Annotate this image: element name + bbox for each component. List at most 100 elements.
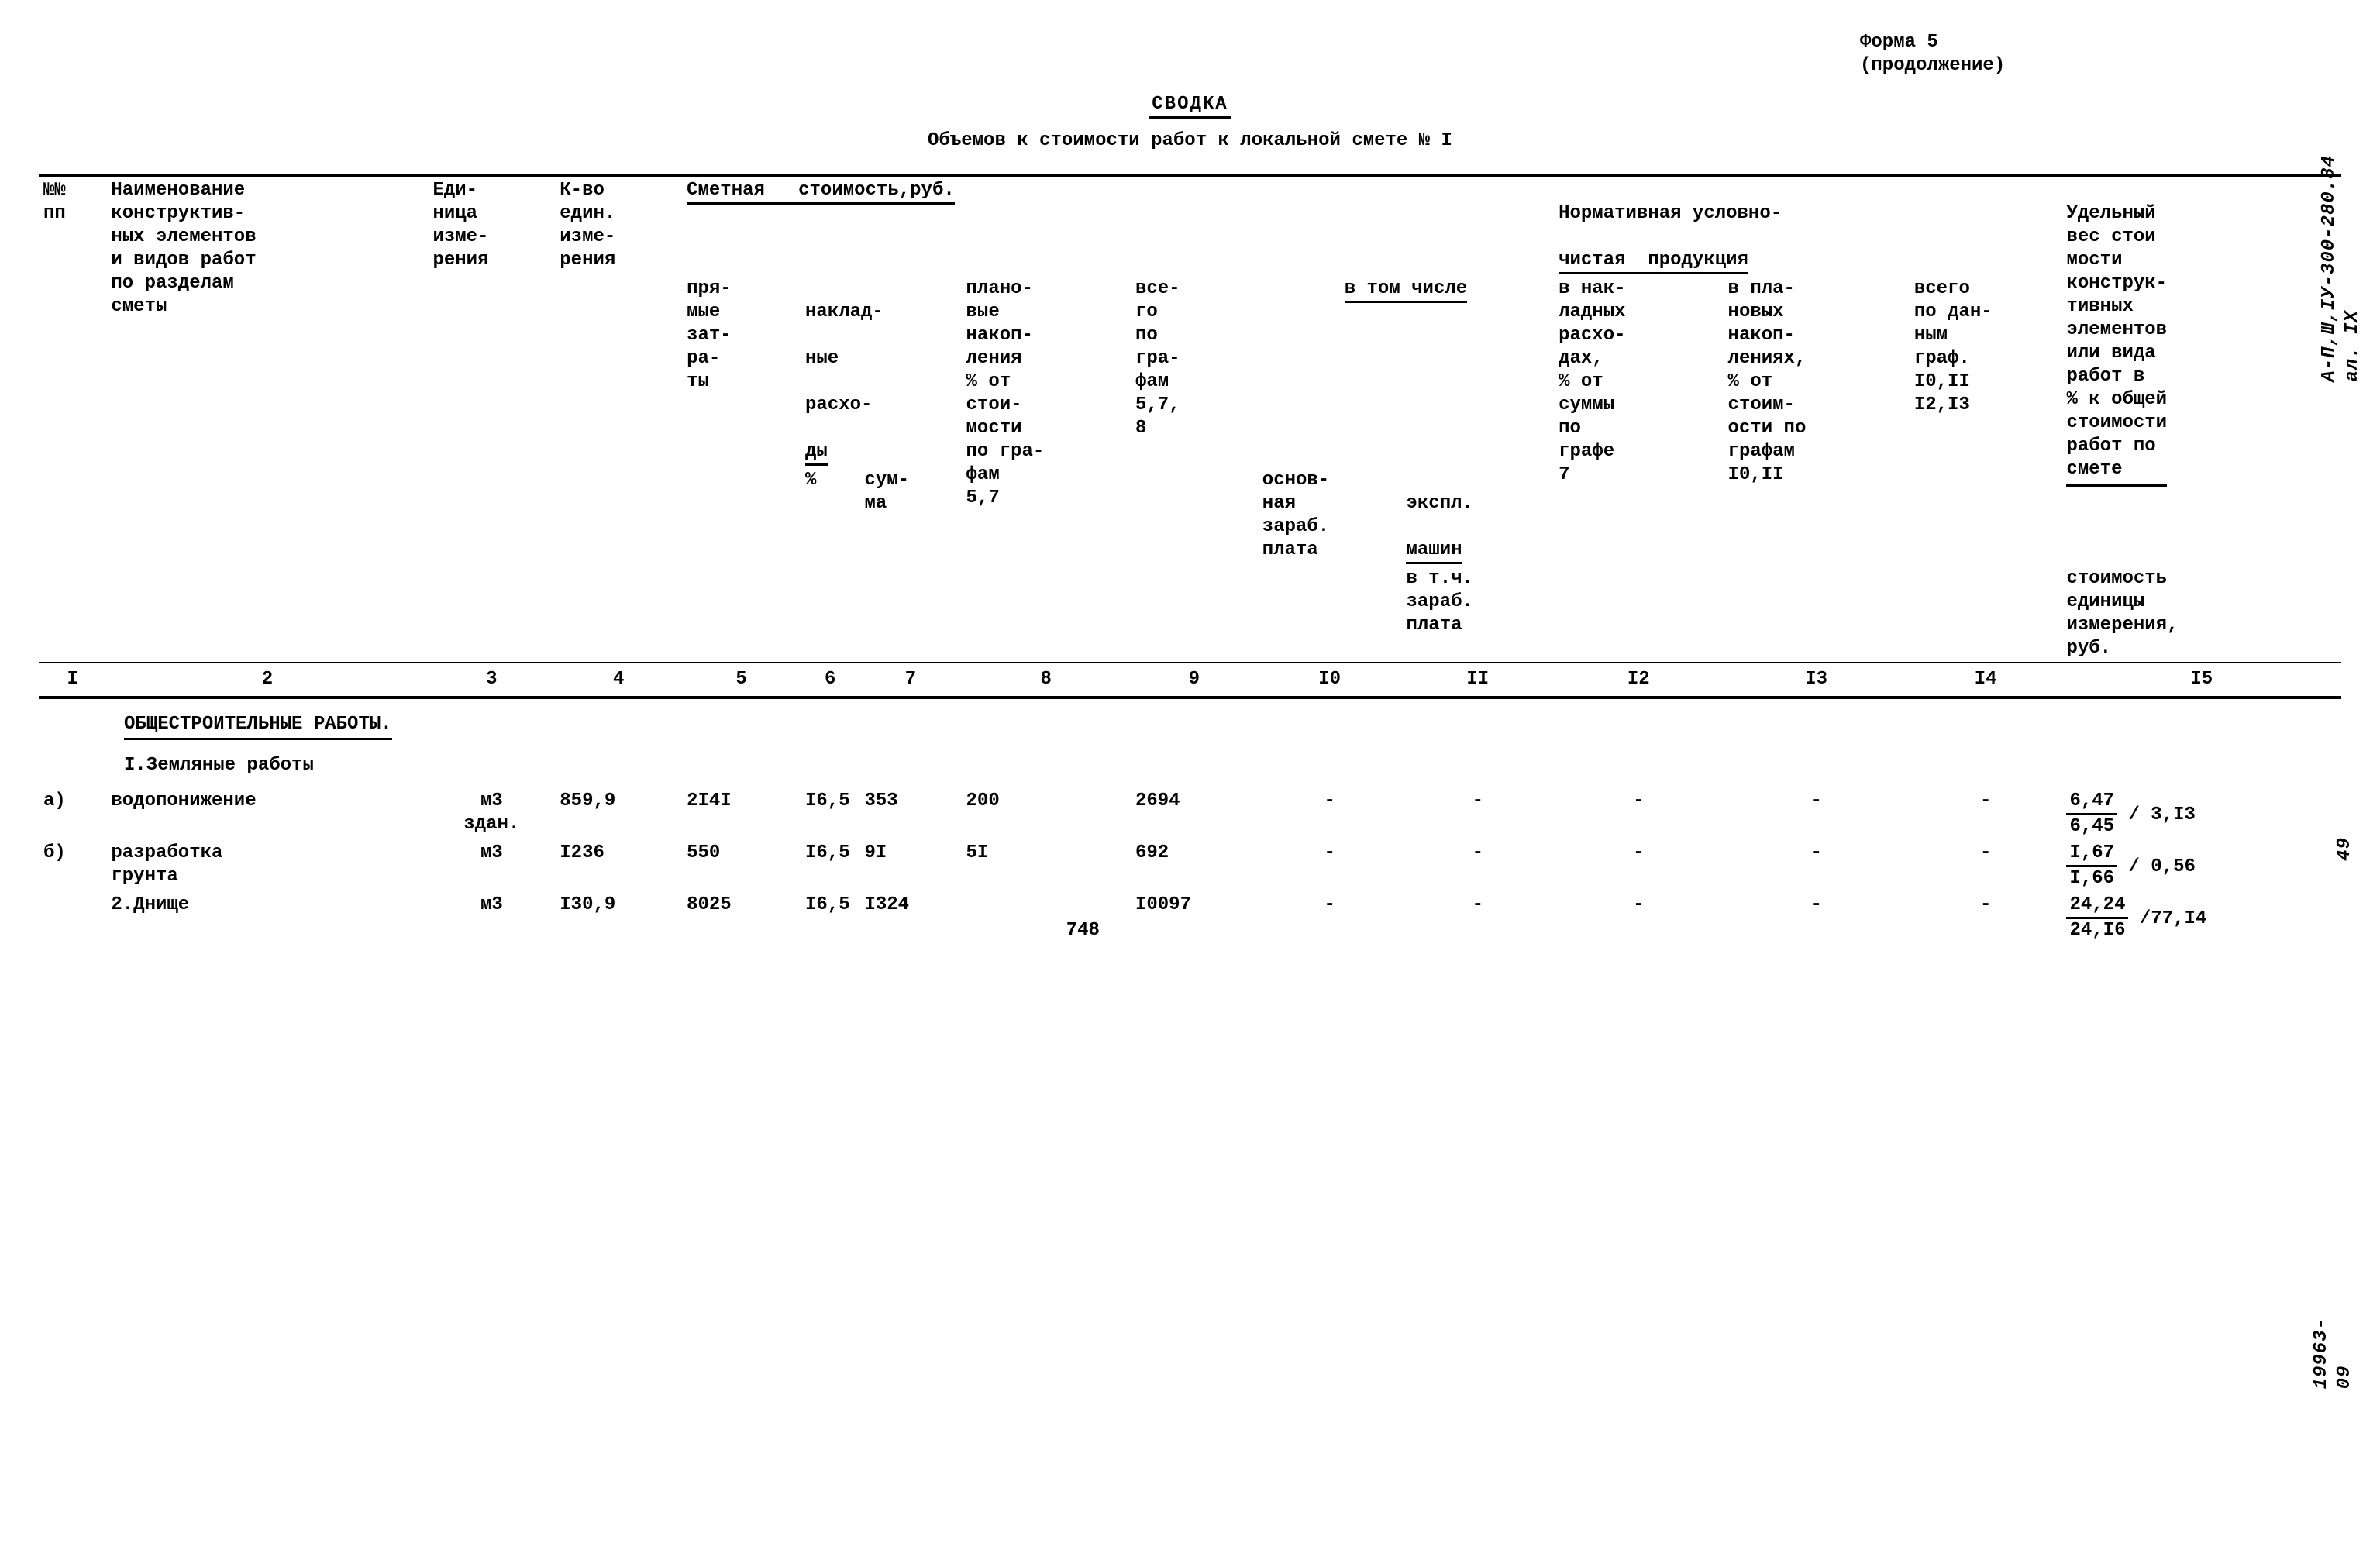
rb-c5: 550: [682, 840, 801, 892]
ra-c7: 353: [859, 788, 961, 840]
rb-idx: б): [39, 840, 106, 892]
hdr-norm-l1: Нормативная условно-: [1559, 203, 1782, 224]
r2-name: 2.Днище: [106, 892, 428, 944]
ra-frac-den: 6,45: [2066, 815, 2117, 839]
ra-c9: 2694: [1131, 788, 1258, 840]
rb-c8: 5I: [962, 840, 1131, 892]
form-id: Форма 5 (продолжение): [1860, 31, 2341, 78]
header-table: №№ пп Наименование конструктив- ных элем…: [39, 177, 2341, 662]
r2-c8-val: 748: [1066, 920, 1100, 941]
hdr-c7: сум- ма: [859, 467, 961, 662]
hdr-nakl-l4: ды: [805, 440, 828, 466]
coln-5: 5: [682, 663, 801, 696]
hdr-smeta-group: Сметная стоимость,руб.: [682, 177, 1554, 276]
hdr-c14: всего по дан- ным граф. I0,II I2,I3: [1910, 276, 2062, 662]
rb-frac-den: I,66: [2066, 867, 2117, 890]
side-code-1: А-П,Ш,IУ-300-280.84: [2319, 155, 2340, 382]
rb-c10: -: [1258, 840, 1402, 892]
ra-frac-num: 6,47: [2066, 790, 2117, 815]
r2-c15: 24,24 24,I6 /77,I4: [2061, 892, 2341, 944]
hdr-c8: плано- вые накоп- ления % от стои- мости…: [962, 276, 1131, 662]
ra-qty: 859,9: [555, 788, 682, 840]
r2-c8: 748: [962, 892, 1131, 944]
side-page: 49: [2334, 837, 2357, 861]
r2-c9: I0097: [1131, 892, 1258, 944]
hdr-c3: Еди- ница изме- рения: [428, 177, 555, 662]
r2-qty: I30,9: [555, 892, 682, 944]
ra-frac: 6,47 6,45: [2066, 790, 2117, 839]
coln-1: I: [39, 663, 106, 696]
rule-mid-2: [39, 696, 2341, 699]
rb-unit: м3: [428, 840, 555, 892]
hdr-c12: в нак- ладных расхо- дах, % от суммы по …: [1554, 276, 1723, 662]
r2-c13: -: [1724, 892, 1910, 944]
form-line-2: (продолжение): [1860, 55, 2005, 76]
hdr-nakl-group: наклад- ные расхо- ды: [801, 276, 962, 467]
r2-c5: 8025: [682, 892, 801, 944]
ra-c13: -: [1724, 788, 1910, 840]
coln-13: I3: [1724, 663, 1910, 696]
rb-c12: -: [1554, 840, 1723, 892]
ra-c11: -: [1401, 788, 1554, 840]
rb-c7: 9I: [859, 840, 961, 892]
ra-c12: -: [1554, 788, 1723, 840]
rb-qty: I236: [555, 840, 682, 892]
side-code-2: ал. IX: [2342, 310, 2363, 381]
table-row: 2.Днище м3 I30,9 8025 I6,5 I324 748 I009…: [39, 892, 2341, 944]
r2-frac-right: /77,I4: [2140, 908, 2206, 929]
rb-frac-right: / 0,56: [2128, 856, 2195, 877]
coln-15: I5: [2061, 663, 2341, 696]
r2-c10: -: [1258, 892, 1402, 944]
ra-c14: -: [1910, 788, 2062, 840]
coln-10: I0: [1258, 663, 1402, 696]
hdr-c11: в т.ч. зараб. плата: [1401, 566, 1554, 662]
hdr-c15a-text: Удельный вес стои мости конструк- тивных…: [2066, 202, 2167, 487]
coln-3: 3: [428, 663, 555, 696]
ra-unit: м3 здан.: [428, 788, 555, 840]
ra-c10: -: [1258, 788, 1402, 840]
table-row: б) разработка грунта м3 I236 550 I6,5 9I…: [39, 840, 2341, 892]
coln-6: 6: [801, 663, 859, 696]
coln-9: 9: [1131, 663, 1258, 696]
hdr-c13: в пла- новых накоп- лениях, % от стоим- …: [1724, 276, 1910, 662]
hdr-mash-l1: экспл.: [1406, 493, 1472, 514]
rb-c6: I6,5: [801, 840, 859, 892]
section-1: ОБЩЕСТРОИТЕЛЬНЫЕ РАБОТЫ.: [124, 713, 2341, 740]
r2-frac-num: 24,24: [2066, 894, 2128, 919]
ra-c5: 2I4I: [682, 788, 801, 840]
table-row: а) водопонижение м3 здан. 859,9 2I4I I6,…: [39, 788, 2341, 840]
r2-frac-den: 24,I6: [2066, 919, 2128, 942]
data-table: а) водопонижение м3 здан. 859,9 2I4I I6,…: [39, 788, 2341, 944]
r2-c14: -: [1910, 892, 2062, 944]
hdr-c10: основ- ная зараб. плата: [1258, 467, 1402, 662]
r2-c7: I324: [859, 892, 961, 944]
page-title: СВОДКА: [39, 93, 2341, 119]
hdr-c15a: Удельный вес стои мости конструк- тивных…: [2061, 177, 2341, 566]
ra-idx: а): [39, 788, 106, 840]
hdr-c9: все- го по гра- фам 5,7, 8: [1131, 276, 1258, 662]
side-job: 19963-09: [2310, 1318, 2357, 1389]
rb-c14: -: [1910, 840, 2062, 892]
coln-12: I2: [1554, 663, 1723, 696]
ra-c15: 6,47 6,45 / 3,I3: [2061, 788, 2341, 840]
ra-c6: I6,5: [801, 788, 859, 840]
r2-idx: [39, 892, 106, 944]
r2-c6: I6,5: [801, 892, 859, 944]
rb-c15: I,67 I,66 / 0,56: [2061, 840, 2341, 892]
hdr-nakl-l1: наклад-: [805, 301, 883, 322]
hdr-c2: Наименование конструктив- ных элементов …: [106, 177, 428, 662]
side-code: А-П,Ш,IУ-300-280.84 ал. IX: [2318, 155, 2365, 382]
hdr-smeta-label: Сметная стоимость,руб.: [687, 179, 955, 205]
rb-frac-num: I,67: [2066, 842, 2117, 867]
hdr-vtom-label: в том числе: [1345, 277, 1467, 303]
rb-c13: -: [1724, 840, 1910, 892]
rb-name: разработка грунта: [106, 840, 428, 892]
hdr-mash-group: экспл. машин: [1401, 467, 1554, 566]
r2-c11: -: [1401, 892, 1554, 944]
coln-4: 4: [555, 663, 682, 696]
coln-2: 2: [106, 663, 428, 696]
rb-c9: 692: [1131, 840, 1258, 892]
ra-c8: 200: [962, 788, 1131, 840]
hdr-norm-group: Нормативная условно- чистая продукция: [1554, 177, 2061, 276]
hdr-vtom-group: в том числе: [1258, 276, 1554, 467]
